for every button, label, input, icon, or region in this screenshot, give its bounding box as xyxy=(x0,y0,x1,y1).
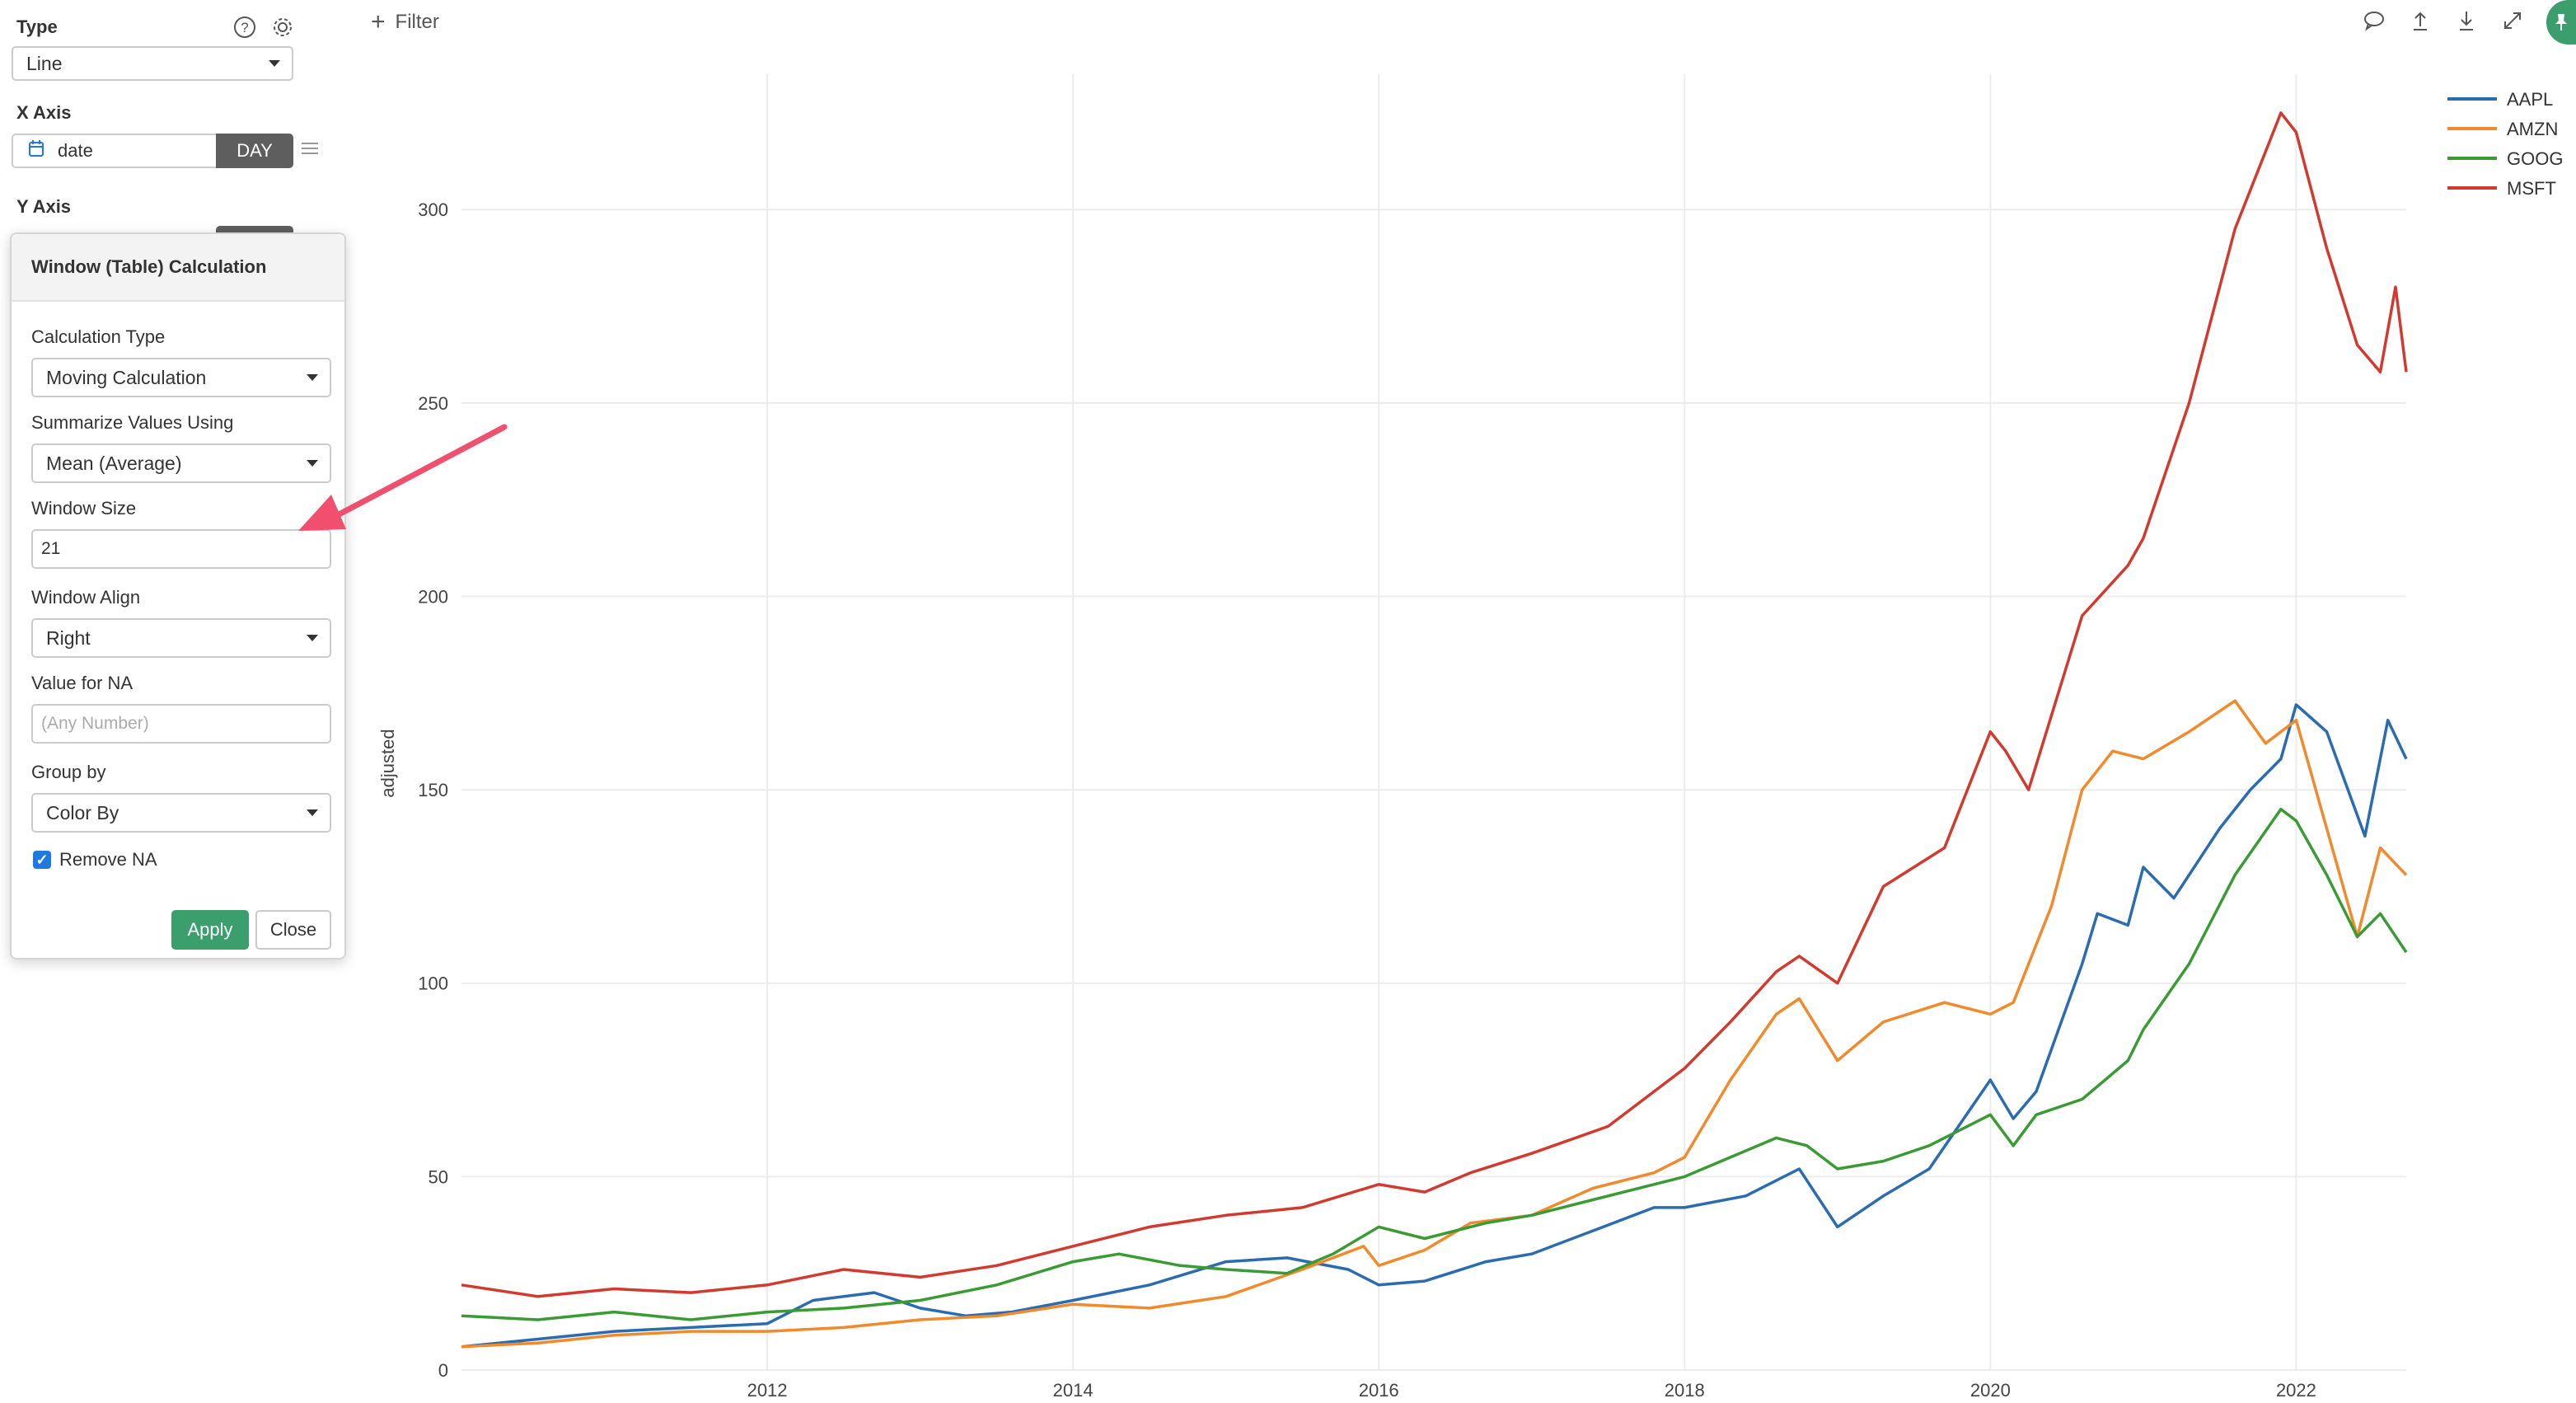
window-align-select[interactable]: Right xyxy=(31,618,331,658)
x-tick-label: 2020 xyxy=(1970,1380,2011,1401)
window-align-value: Right xyxy=(46,626,91,649)
yaxis-label: Y Axis xyxy=(16,196,72,217)
svg-text:?: ? xyxy=(241,20,248,35)
filter-label: Filter xyxy=(395,11,439,33)
window-size-input[interactable]: 21 xyxy=(31,529,331,569)
annotation-arrow xyxy=(298,424,508,531)
comment-icon[interactable] xyxy=(2362,8,2386,33)
chevron-down-icon xyxy=(269,60,280,67)
xaxis-unit-button[interactable]: DAY xyxy=(216,134,293,168)
x-tick-label: 2016 xyxy=(1359,1380,1399,1401)
help-icon[interactable]: ? xyxy=(232,15,257,40)
popover-title: Window (Table) Calculation xyxy=(12,234,344,302)
calc-type-value: Moving Calculation xyxy=(46,366,207,388)
chart-type-select[interactable]: Line xyxy=(12,46,293,81)
na-value-placeholder: (Any Number) xyxy=(41,714,149,733)
calc-type-label: Calculation Type xyxy=(31,326,166,347)
y-tick-label: 300 xyxy=(418,199,448,220)
xaxis-column-field[interactable]: date xyxy=(12,134,216,168)
legend-label: AAPL xyxy=(2507,89,2553,110)
summarize-value: Mean (Average) xyxy=(46,452,182,474)
window-size-value: 21 xyxy=(41,539,61,558)
calc-type-select[interactable]: Moving Calculation xyxy=(31,358,331,397)
summarize-select[interactable]: Mean (Average) xyxy=(31,443,331,483)
x-tick-label: 2018 xyxy=(1665,1380,1705,1401)
y-tick-label: 250 xyxy=(418,393,448,414)
yaxis-unit-button-partial[interactable] xyxy=(216,226,293,234)
series-line-msft xyxy=(461,111,2408,1298)
chevron-down-icon xyxy=(307,460,318,467)
y-tick-label: 150 xyxy=(418,780,448,800)
series-line-goog xyxy=(461,807,2408,1321)
expand-icon[interactable] xyxy=(2500,8,2525,33)
calendar-icon xyxy=(28,139,44,162)
x-tick-label: 2012 xyxy=(747,1380,788,1401)
apply-button[interactable]: Apply xyxy=(171,910,249,950)
chevron-down-icon xyxy=(307,809,318,816)
xaxis-label: X Axis xyxy=(16,102,72,123)
chevron-down-icon xyxy=(307,635,318,641)
download-icon[interactable] xyxy=(2454,8,2479,33)
y-tick-label: 50 xyxy=(429,1166,448,1187)
x-tick-label: 2022 xyxy=(2276,1380,2316,1401)
y-tick-label: 0 xyxy=(438,1360,448,1381)
remove-na-label: Remove NA xyxy=(59,849,157,870)
upload-icon[interactable] xyxy=(2408,8,2433,33)
legend-label: AMZN xyxy=(2507,119,2558,139)
gear-icon[interactable] xyxy=(270,15,295,40)
y-tick-label: 200 xyxy=(418,586,448,607)
menu-icon[interactable] xyxy=(300,138,325,163)
summarize-label: Summarize Values Using xyxy=(31,412,234,433)
chart-type-value: Line xyxy=(26,52,63,74)
close-button[interactable]: Close xyxy=(255,910,331,950)
x-tick-label: 2014 xyxy=(1053,1380,1094,1401)
series-line-amzn xyxy=(461,699,2408,1349)
plus-icon: + xyxy=(371,8,386,35)
window-align-label: Window Align xyxy=(31,587,141,608)
y-axis-label: adjusted xyxy=(377,729,398,797)
series-line-aapl xyxy=(461,703,2408,1349)
type-label: Type xyxy=(16,16,58,37)
group-by-select[interactable]: Color By xyxy=(31,793,331,833)
remove-na-checkbox[interactable]: ✓ xyxy=(33,851,51,869)
group-by-value: Color By xyxy=(46,801,119,824)
window-size-label: Window Size xyxy=(31,498,137,518)
filter-button[interactable]: + Filter xyxy=(371,8,439,36)
window-calculation-popover: Window (Table) Calculation Calculation T… xyxy=(10,232,346,960)
pin-icon[interactable] xyxy=(2546,0,2576,45)
na-value-input[interactable]: (Any Number) xyxy=(31,704,331,744)
group-by-label: Group by xyxy=(31,762,106,782)
legend-label: MSFT xyxy=(2507,178,2556,199)
chevron-down-icon xyxy=(307,374,318,381)
sidebar: Type ? Line X Axis date DAY Y Axis xyxy=(0,0,346,1403)
legend-label: GOOG xyxy=(2507,148,2563,169)
na-value-label: Value for NA xyxy=(31,673,133,693)
y-tick-label: 100 xyxy=(418,974,448,994)
xaxis-column-name: date xyxy=(58,140,93,161)
